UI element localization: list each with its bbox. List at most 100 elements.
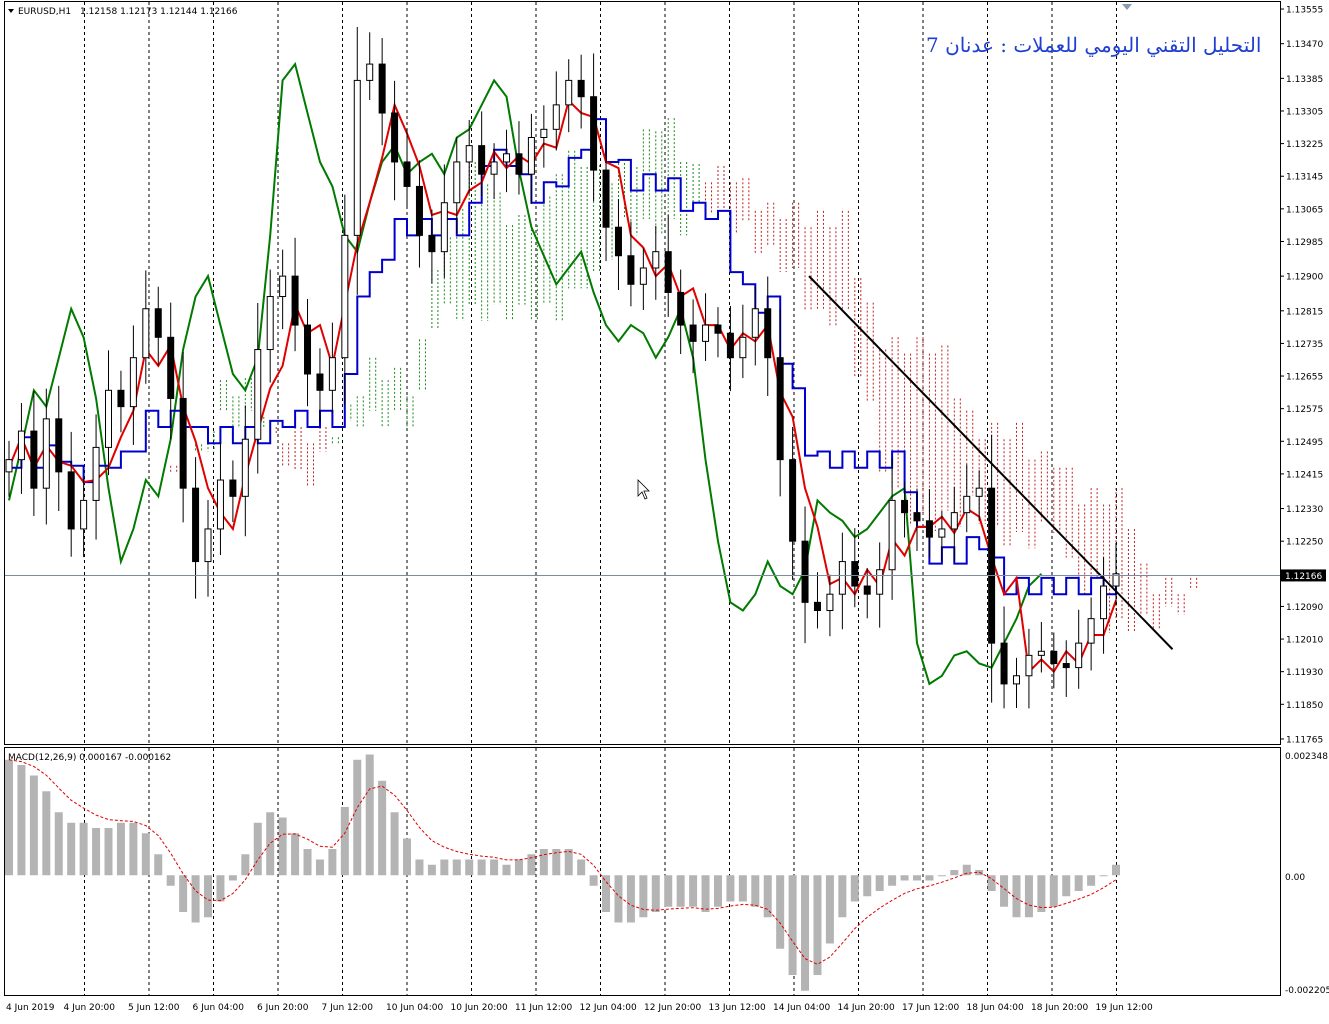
- time-tick-label: 17 Jun 12:00: [902, 1003, 959, 1013]
- time-tick-label: 6 Jun 20:00: [257, 1003, 309, 1013]
- candle-body: [316, 373, 324, 391]
- macd-bar: [1024, 875, 1033, 918]
- candle-body: [540, 128, 548, 138]
- macd-label: MACD(12,26,9) 0.000167 -0.000162: [8, 753, 171, 763]
- candle-body: [639, 267, 647, 285]
- candle-body: [1025, 654, 1033, 677]
- macd-bar: [577, 859, 586, 876]
- candle-body: [925, 520, 933, 538]
- macd-bar: [962, 864, 971, 876]
- time-tick-label: 18 Jun 20:00: [1031, 1003, 1088, 1013]
- scroll-shift-icon[interactable]: [1122, 4, 1132, 10]
- time-axis: 4 Jun 2019 4 Jun 20:00 5 Jun 12:00 6 Jun 04…: [6, 1003, 1153, 1013]
- candle-body: [254, 349, 262, 440]
- macd-bar: [427, 864, 436, 876]
- candle-body: [440, 202, 448, 253]
- time-tick-label: 14 Jun 20:00: [838, 1003, 895, 1013]
- time-tick-label: 12 Jun 04:00: [580, 1003, 637, 1013]
- macd-bar: [539, 849, 548, 876]
- macd-bar: [664, 875, 673, 907]
- candle-body: [105, 389, 113, 448]
- candle-body: [913, 512, 921, 522]
- macd-bar: [738, 875, 747, 902]
- candle-body: [801, 540, 809, 603]
- candle-body: [465, 145, 473, 163]
- candle-body: [1087, 618, 1095, 644]
- macd-bar: [228, 875, 237, 881]
- candle-body: [1075, 642, 1083, 669]
- macd-bar: [154, 854, 163, 876]
- macd-bar: [614, 875, 623, 923]
- price-tick-label: 1.12655: [1286, 373, 1323, 383]
- candle-body: [403, 161, 411, 187]
- macd-bar: [701, 875, 710, 912]
- macd-bar: [328, 849, 337, 876]
- time-tick-label: 14 Jun 04:00: [773, 1003, 830, 1013]
- price-tick-label: 1.13305: [1286, 107, 1323, 117]
- trendline-layer: [808, 275, 1174, 650]
- candle-body: [689, 324, 697, 342]
- price-tick-label: 1.11765: [1286, 735, 1323, 745]
- candle-body: [142, 308, 150, 359]
- macd-bar: [5, 759, 13, 876]
- trendline[interactable]: [808, 275, 1174, 650]
- candle-body: [726, 332, 734, 359]
- candle-body: [304, 324, 312, 375]
- price-tick-label: 1.11930: [1286, 668, 1323, 678]
- macd-bar: [390, 812, 399, 876]
- macd-bar: [129, 822, 138, 876]
- candle-body: [664, 251, 672, 293]
- macd-bar: [726, 875, 735, 902]
- candle-body: [863, 585, 871, 595]
- candle-body: [415, 185, 423, 236]
- candle-body: [192, 487, 200, 563]
- macd-bar: [241, 854, 250, 876]
- price-tick-label: 1.12330: [1286, 505, 1323, 515]
- price-tick-label: 1.13470: [1286, 40, 1323, 50]
- price-tick-label: 1.12090: [1286, 603, 1323, 613]
- macd-bar: [1037, 875, 1046, 912]
- candle-body: [30, 430, 38, 489]
- candle-body: [216, 479, 224, 530]
- price-tick-label: 1.13065: [1286, 205, 1323, 215]
- macd-bar: [179, 875, 188, 912]
- candle-body: [1012, 675, 1020, 685]
- macd-bar: [278, 817, 287, 876]
- candle-body: [167, 336, 175, 399]
- candle-body: [1100, 585, 1108, 620]
- price-tick-label: 1.12985: [1286, 238, 1323, 248]
- time-tick-label: 12 Jun 20:00: [644, 1003, 701, 1013]
- macd-bar: [527, 854, 536, 876]
- chikou-span: [8, 61, 1043, 686]
- macd-bar: [801, 875, 810, 991]
- candle-body: [229, 479, 237, 497]
- candle-body: [17, 430, 25, 461]
- macd-bar: [1000, 875, 1009, 907]
- candle-body: [527, 136, 535, 175]
- candle-body: [988, 487, 996, 644]
- macd-bar: [440, 859, 449, 876]
- candle-body: [515, 153, 523, 175]
- vertical-grid: [84, 2, 1117, 995]
- macd-bar: [875, 875, 884, 892]
- candle-body: [42, 418, 50, 489]
- macd-bar: [29, 775, 38, 876]
- candle-body: [764, 308, 772, 359]
- macd-bar: [888, 875, 897, 886]
- candle-body: [1062, 663, 1070, 669]
- time-tick-label: 6 Jun 04:00: [193, 1003, 245, 1013]
- current-price-label: 1.12166: [1285, 572, 1322, 582]
- main-pane-frame: [4, 1, 1281, 745]
- time-tick-label: 5 Jun 12:00: [128, 1003, 180, 1013]
- macd-bar: [353, 759, 362, 876]
- candle-body: [241, 438, 249, 497]
- candle-body: [179, 397, 187, 489]
- candle-body: [652, 251, 660, 269]
- symbol-dropdown-icon[interactable]: [8, 9, 14, 13]
- macd-bar: [452, 859, 461, 876]
- macd-bar: [676, 875, 685, 907]
- macd-histogram: [5, 754, 1120, 991]
- candle-body: [614, 226, 622, 257]
